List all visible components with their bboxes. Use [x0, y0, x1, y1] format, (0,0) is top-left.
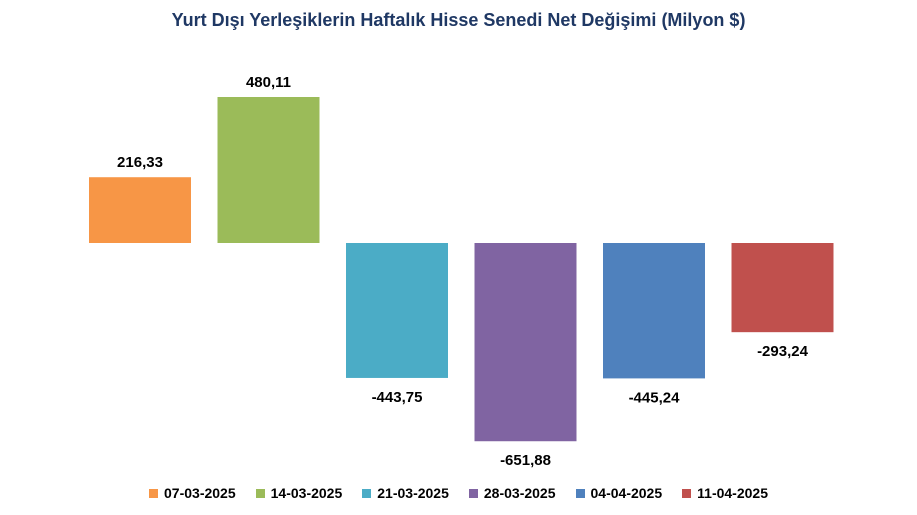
legend-item-21-03-2025: 21-03-2025	[362, 485, 449, 501]
bar-chart: 216,33 480,11 -443,75 -651,88 -445,24 -293,24	[89, 74, 834, 469]
data-label-14-03-2025: 480,11	[246, 74, 291, 91]
data-label-28-03-2025: -651,88	[500, 452, 551, 469]
bar-11-04-2025	[731, 243, 834, 333]
legend-item-11-04-2025: 11-04-2025	[682, 485, 768, 501]
legend-item-28-03-2025: 28-03-2025	[468, 485, 556, 501]
legend-swatch	[149, 488, 159, 498]
bar-14-03-2025	[217, 97, 320, 243]
legend-swatch	[468, 488, 478, 498]
legend-label: 21-03-2025	[377, 485, 449, 501]
legend-item-07-03-2025: 07-03-2025	[149, 485, 236, 501]
bar-21-03-2025	[346, 243, 448, 378]
legend-swatch	[682, 488, 692, 498]
bar-28-03-2025	[474, 243, 577, 442]
data-label-11-04-2025: -293,24	[757, 343, 809, 360]
legend-label: 14-03-2025	[270, 485, 343, 501]
legend-swatch	[575, 488, 585, 498]
legend-label: 11-04-2025	[697, 485, 768, 501]
legend-swatch	[255, 488, 265, 498]
legend-label: 07-03-2025	[164, 485, 236, 501]
legend-swatch	[362, 488, 372, 498]
data-label-04-04-2025: -445,24	[629, 389, 681, 406]
data-labels-layer: 216,33 480,11 -443,75 -651,88 -445,24 -293,24	[117, 74, 809, 469]
legend-item-04-04-2025: 04-04-2025	[575, 485, 663, 501]
bar-04-04-2025	[603, 243, 705, 379]
legend-label: 28-03-2025	[483, 485, 556, 501]
bars-layer	[89, 97, 834, 442]
legend: 07-03-2025 14-03-2025 21-03-2025 28-03-2025…	[0, 485, 917, 501]
bar-07-03-2025	[89, 177, 191, 243]
data-label-21-03-2025: -443,75	[372, 389, 423, 406]
legend-item-14-03-2025: 14-03-2025	[255, 485, 343, 501]
data-label-07-03-2025: 216,33	[117, 154, 163, 171]
chart-title: Yurt Dışı Yerleşiklerin Haftalık Hisse S…	[171, 10, 746, 30]
legend-label: 04-04-2025	[590, 485, 663, 501]
